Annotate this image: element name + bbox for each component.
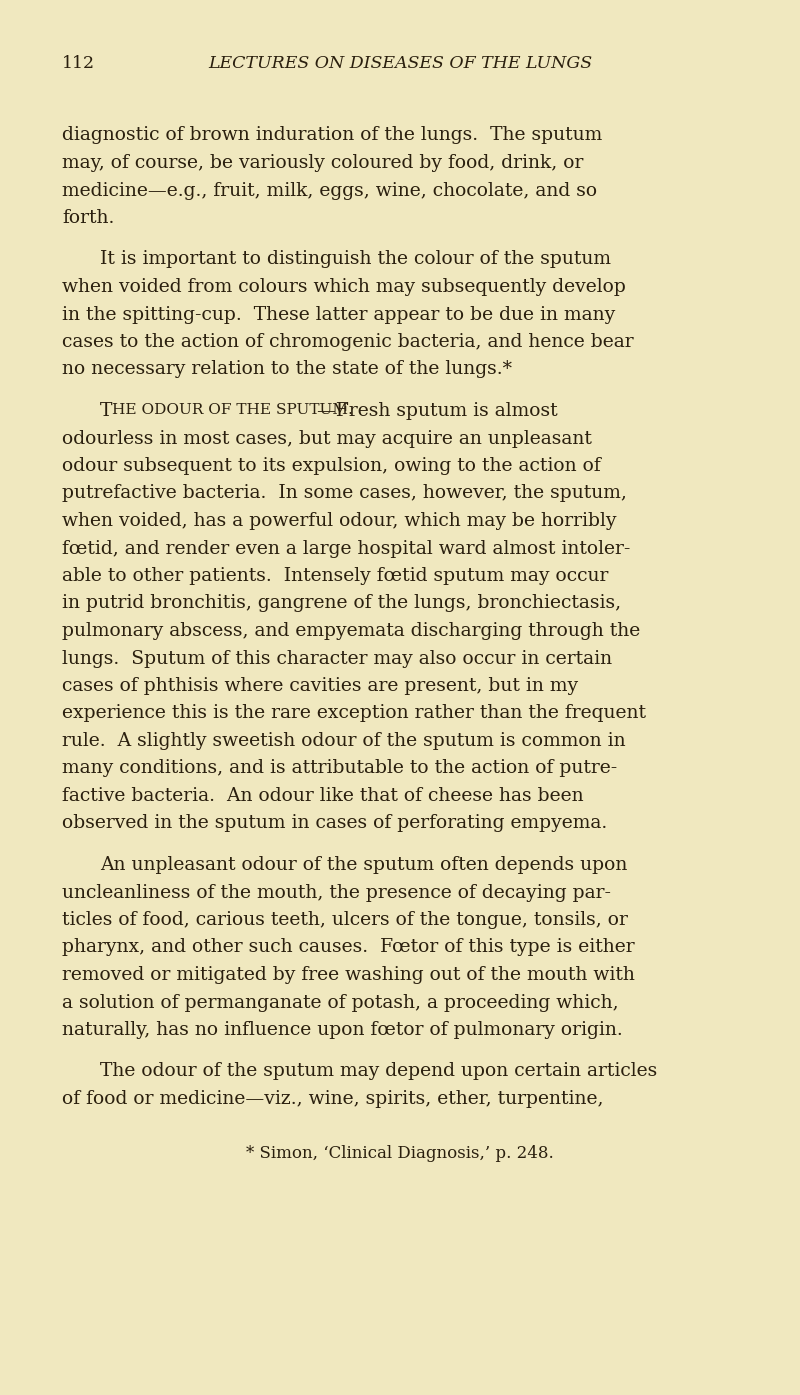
Text: in putrid bronchitis, gangrene of the lungs, bronchiectasis,: in putrid bronchitis, gangrene of the lu… bbox=[62, 594, 621, 612]
Text: pharynx, and other such causes.  Fœtor of this type is either: pharynx, and other such causes. Fœtor of… bbox=[62, 939, 634, 957]
Text: observed in the sputum in cases of perforating empyema.: observed in the sputum in cases of perfo… bbox=[62, 815, 607, 833]
Text: able to other patients.  Intensely fœtid sputum may occur: able to other patients. Intensely fœtid … bbox=[62, 566, 608, 585]
Text: a solution of permanganate of potash, a proceeding which,: a solution of permanganate of potash, a … bbox=[62, 993, 618, 1011]
Text: uncleanliness of the mouth, the presence of decaying par-: uncleanliness of the mouth, the presence… bbox=[62, 883, 611, 901]
Text: odourless in most cases, but may acquire an unpleasant: odourless in most cases, but may acquire… bbox=[62, 430, 592, 448]
Text: odour subsequent to its expulsion, owing to the action of: odour subsequent to its expulsion, owing… bbox=[62, 458, 601, 476]
Text: no necessary relation to the state of the lungs.*: no necessary relation to the state of th… bbox=[62, 360, 512, 378]
Text: LECTURES ON DISEASES OF THE LUNGS: LECTURES ON DISEASES OF THE LUNGS bbox=[208, 54, 592, 73]
Text: of food or medicine—viz., wine, spirits, ether, turpentine,: of food or medicine—viz., wine, spirits,… bbox=[62, 1089, 603, 1108]
Text: An unpleasant odour of the sputum often depends upon: An unpleasant odour of the sputum often … bbox=[100, 857, 627, 875]
Text: pulmonary abscess, and empyemata discharging through the: pulmonary abscess, and empyemata dischar… bbox=[62, 622, 640, 640]
Text: may, of course, be variously coloured by food, drink, or: may, of course, be variously coloured by… bbox=[62, 153, 583, 172]
Text: rule.  A slightly sweetish odour of the sputum is common in: rule. A slightly sweetish odour of the s… bbox=[62, 732, 626, 751]
Text: putrefactive bacteria.  In some cases, however, the sputum,: putrefactive bacteria. In some cases, ho… bbox=[62, 484, 627, 502]
Text: medicine—e.g., fruit, milk, eggs, wine, chocolate, and so: medicine—e.g., fruit, milk, eggs, wine, … bbox=[62, 181, 597, 199]
Text: many conditions, and is attributable to the action of putre-: many conditions, and is attributable to … bbox=[62, 759, 618, 777]
Text: removed or mitigated by free washing out of the mouth with: removed or mitigated by free washing out… bbox=[62, 965, 635, 983]
Text: * Simon, ‘Clinical Diagnosis,’ p. 248.: * Simon, ‘Clinical Diagnosis,’ p. 248. bbox=[246, 1145, 554, 1162]
Text: factive bacteria.  An odour like that of cheese has been: factive bacteria. An odour like that of … bbox=[62, 787, 584, 805]
Text: cases to the action of chromogenic bacteria, and hence bear: cases to the action of chromogenic bacte… bbox=[62, 333, 634, 352]
Text: when voided, has a powerful odour, which may be horribly: when voided, has a powerful odour, which… bbox=[62, 512, 617, 530]
Text: The odour of the sputum may depend upon certain articles: The odour of the sputum may depend upon … bbox=[100, 1063, 658, 1081]
Text: HE ODOUR OF THE SPUTUM.: HE ODOUR OF THE SPUTUM. bbox=[112, 403, 353, 417]
Text: in the spitting-cup.  These latter appear to be due in many: in the spitting-cup. These latter appear… bbox=[62, 306, 615, 324]
Text: naturally, has no influence upon fœtor of pulmonary origin.: naturally, has no influence upon fœtor o… bbox=[62, 1021, 622, 1039]
Text: when voided from colours which may subsequently develop: when voided from colours which may subse… bbox=[62, 278, 626, 296]
Text: fœtid, and render even a large hospital ward almost intoler-: fœtid, and render even a large hospital … bbox=[62, 540, 630, 558]
Text: lungs.  Sputum of this character may also occur in certain: lungs. Sputum of this character may also… bbox=[62, 650, 612, 667]
Text: cases of phthisis where cavities are present, but in my: cases of phthisis where cavities are pre… bbox=[62, 677, 578, 695]
Text: diagnostic of brown induration of the lungs.  The sputum: diagnostic of brown induration of the lu… bbox=[62, 127, 602, 145]
Text: T: T bbox=[100, 402, 112, 420]
Text: forth.: forth. bbox=[62, 209, 114, 227]
Text: —Fresh sputum is almost: —Fresh sputum is almost bbox=[317, 402, 558, 420]
Text: It is important to distinguish the colour of the sputum: It is important to distinguish the colou… bbox=[100, 251, 611, 268]
Text: experience this is the rare exception rather than the frequent: experience this is the rare exception ra… bbox=[62, 704, 646, 723]
Text: 112: 112 bbox=[62, 54, 95, 73]
Text: ticles of food, carious teeth, ulcers of the tongue, tonsils, or: ticles of food, carious teeth, ulcers of… bbox=[62, 911, 628, 929]
